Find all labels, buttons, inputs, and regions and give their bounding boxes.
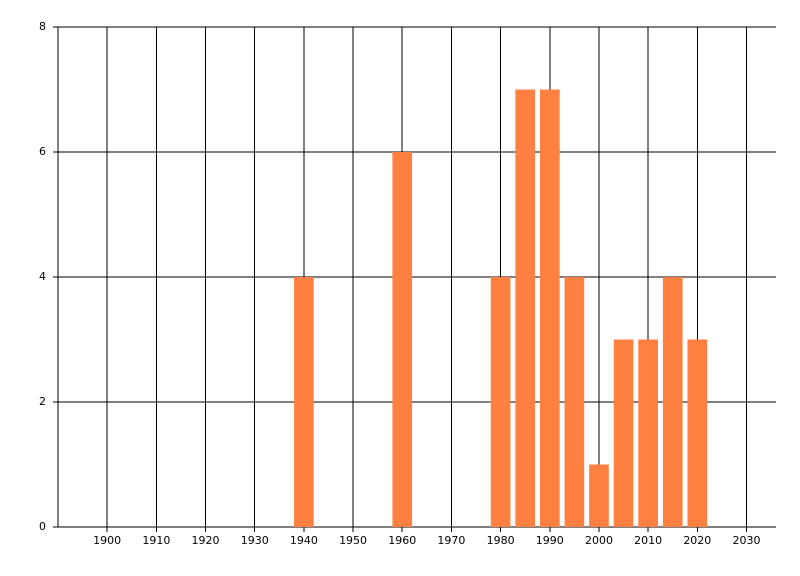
x-tick-label: 2010 xyxy=(634,534,662,547)
x-tick-label: 1940 xyxy=(290,534,318,547)
bar xyxy=(294,277,314,527)
bar xyxy=(392,152,413,527)
bar xyxy=(564,277,585,527)
x-tick-label: 2020 xyxy=(683,534,711,547)
x-tick-label: 1990 xyxy=(536,534,564,547)
x-tick-label: 1920 xyxy=(192,534,220,547)
y-tick-label: 0 xyxy=(39,520,46,533)
bar xyxy=(539,89,560,527)
x-tick-label: 1950 xyxy=(339,534,367,547)
x-tick-label: 1980 xyxy=(487,534,515,547)
x-tick-label: 1960 xyxy=(388,534,416,547)
y-tick-label: 2 xyxy=(39,395,46,408)
x-tick-label: 1900 xyxy=(93,534,121,547)
bar xyxy=(687,339,708,527)
x-tick-label: 1970 xyxy=(437,534,465,547)
x-tick-label: 2030 xyxy=(732,534,760,547)
bar xyxy=(613,339,634,527)
x-tick-label: 1930 xyxy=(241,534,269,547)
y-tick-label: 6 xyxy=(39,145,46,158)
x-tick-label: 2000 xyxy=(585,534,613,547)
y-tick-label: 4 xyxy=(39,270,46,283)
bar xyxy=(589,464,609,527)
x-tick-label: 1910 xyxy=(142,534,170,547)
bar xyxy=(638,339,658,527)
bar xyxy=(515,89,536,527)
y-tick-label: 8 xyxy=(39,20,46,33)
bar xyxy=(490,277,511,527)
bar xyxy=(662,277,683,527)
